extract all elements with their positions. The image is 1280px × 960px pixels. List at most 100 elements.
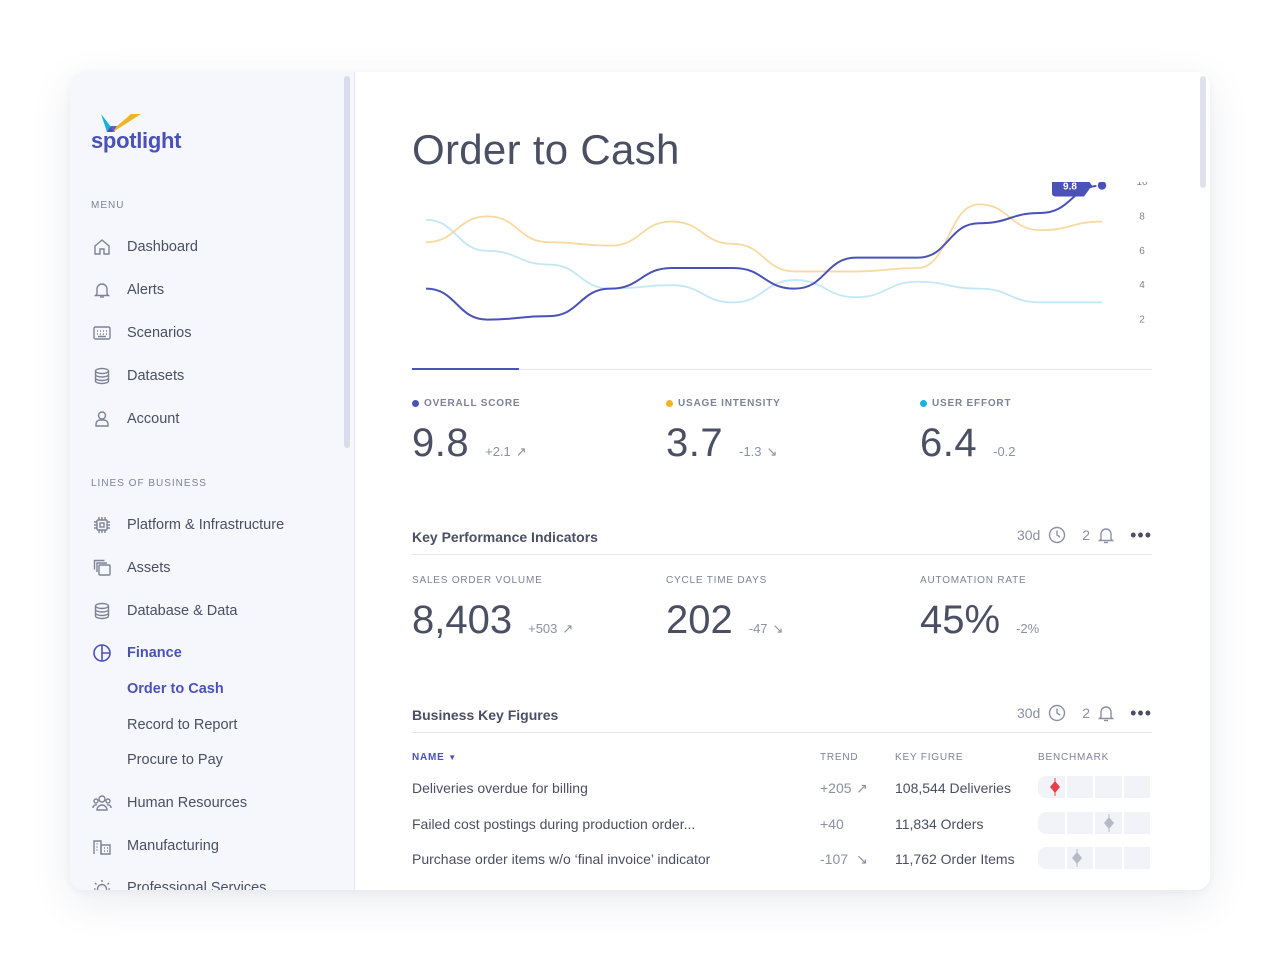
sidebar-subitem-procure-to-pay[interactable]: Procure to Pay: [127, 752, 223, 768]
table-row[interactable]: Failed cost postings during production o…: [412, 811, 1152, 838]
more-options-icon[interactable]: •••: [1130, 525, 1152, 545]
chip-icon: [91, 514, 113, 536]
column-header-label: NAME: [412, 752, 445, 763]
period-label[interactable]: 30d: [1016, 705, 1041, 721]
metric-label: USER EFFORT: [932, 398, 1012, 409]
logo-text: spotlight: [91, 128, 182, 153]
pie-chart-icon: [91, 642, 113, 664]
period-label[interactable]: 30d: [1016, 527, 1041, 543]
kpi-automation-rate[interactable]: AUTOMATION RATE 45% -2%: [920, 575, 1160, 643]
sidebar-item-human-resources[interactable]: Human Resources: [91, 788, 331, 818]
sidebar-item-manufacturing[interactable]: Manufacturing: [91, 831, 331, 861]
metric-delta: -1.3: [739, 444, 762, 459]
y-tick-label: 10: [1136, 182, 1148, 188]
main-scrollbar[interactable]: [1200, 76, 1206, 188]
kpi-value: 45%: [920, 598, 1001, 642]
benchmark-marker-icon: [1103, 813, 1114, 832]
metric-value-row: 3.7 -1.3 ↘: [666, 421, 906, 466]
benchmark-segment: [1038, 847, 1065, 869]
user-icon: [91, 408, 113, 430]
row-key-figure: 108,544 Deliveries: [895, 780, 1011, 796]
arrow-down-right-icon: ↘: [772, 621, 784, 636]
column-header-name[interactable]: NAME ▼: [412, 752, 457, 763]
sidebar-item-assets[interactable]: Assets: [91, 553, 331, 583]
sidebar-item-account[interactable]: Account: [91, 404, 331, 434]
benchmark-segment: [1066, 776, 1093, 798]
metric-value: 9.8: [412, 421, 470, 465]
sidebar-item-professional-services[interactable]: Professional Services: [91, 873, 331, 890]
logo[interactable]: spotlight: [91, 112, 191, 156]
arrow-up-right-icon: ↗: [515, 444, 527, 459]
callout-label: 9.8: [1063, 182, 1077, 192]
sidebar-scrollbar[interactable]: [344, 76, 350, 448]
sidebar-item-finance[interactable]: Finance: [91, 638, 331, 668]
table-row[interactable]: Purchase order items w/o ‘final invoice’…: [412, 847, 1152, 873]
clock-icon[interactable]: [1048, 704, 1066, 722]
database-icon: [91, 365, 113, 387]
metric-usage-intensity[interactable]: USAGE INTENSITY 3.7 -1.3 ↘: [666, 398, 906, 466]
active-tab-indicator[interactable]: [412, 368, 519, 370]
bkf-section-header: Business Key Figures 30d 2 •••: [412, 701, 1152, 733]
alert-count[interactable]: 2: [1082, 705, 1091, 721]
sidebar-subitem-record-to-report[interactable]: Record to Report: [127, 717, 238, 733]
y-tick-label: 0: [1139, 361, 1145, 362]
sidebar-item-platform-infrastructure[interactable]: Platform & Infrastructure: [91, 510, 331, 540]
menu-label: MENU: [91, 200, 125, 211]
kpi-value: 8,403: [412, 598, 513, 642]
kpi-sales-order-volume[interactable]: SALES ORDER VOLUME 8,403 +503 ↗: [412, 575, 652, 643]
sidebar: spotlight MENU Dashboard Alerts Scenario…: [70, 72, 355, 890]
kpi-row: 8,403 +503 ↗: [412, 598, 652, 643]
metric-value: 6.4: [920, 421, 978, 465]
metric-overall-score[interactable]: OVERALL SCORE 9.8 +2.1 ↗: [412, 398, 652, 466]
arrow-up-right-icon: ↗: [562, 621, 574, 636]
benchmark-bar: [1038, 847, 1152, 869]
kpi-cycle-time-days[interactable]: CYCLE TIME DAYS 202 -47 ↘: [666, 575, 906, 643]
sidebar-subitem-order-to-cash[interactable]: Order to Cash: [127, 681, 224, 697]
benchmark-segment: [1095, 847, 1122, 869]
alert-count[interactable]: 2: [1082, 527, 1091, 543]
row-name: Deliveries overdue for billing: [412, 780, 588, 796]
benchmark-segment: [1123, 847, 1150, 869]
metric-value-row: 6.4 -0.2: [920, 421, 1160, 466]
value-callout: 9.8: [1052, 182, 1092, 197]
benchmark-marker-icon: [1050, 778, 1061, 796]
benchmark-bar: [1038, 776, 1152, 798]
metric-user-effort[interactable]: USER EFFORT 6.4 -0.2: [920, 398, 1160, 466]
kpi-section-header: Key Performance Indicators 30d 2 •••: [412, 523, 1152, 555]
sidebar-item-dashboard[interactable]: Dashboard: [91, 232, 331, 262]
page-title: Order to Cash: [412, 126, 680, 173]
section-title: Key Performance Indicators: [412, 529, 598, 545]
sidebar-item-database-data[interactable]: Database & Data: [91, 596, 331, 626]
metric-label-wrap: OVERALL SCORE: [412, 398, 652, 409]
bell-icon[interactable]: [1098, 526, 1115, 544]
metric-label-wrap: USER EFFORT: [920, 398, 1160, 409]
logo-mark-icon: [101, 114, 141, 132]
metric-label: OVERALL SCORE: [424, 398, 521, 409]
column-header-key-figure[interactable]: KEY FIGURE: [895, 752, 964, 763]
y-tick-label: 8: [1139, 211, 1145, 222]
kpi-delta: +503: [528, 621, 558, 636]
kpi-row: 45% -2%: [920, 598, 1160, 643]
series-line-0[interactable]: [425, 184, 1103, 321]
sort-desc-icon: ▼: [448, 753, 457, 762]
series-end-point[interactable]: [1096, 182, 1108, 192]
clock-icon[interactable]: [1048, 526, 1066, 544]
arrow-down-right-icon: ↘: [856, 851, 868, 867]
kpi-row: 202 -47 ↘: [666, 598, 906, 643]
bell-icon[interactable]: [1098, 704, 1115, 722]
more-options-icon[interactable]: •••: [1130, 703, 1152, 723]
table-row[interactable]: Deliveries overdue for billing +205 ↗ 108,5…: [412, 776, 1152, 802]
sidebar-item-alerts[interactable]: Alerts: [91, 275, 331, 305]
y-tick-label: 2: [1139, 315, 1145, 326]
sidebar-item-scenarios[interactable]: Scenarios: [91, 318, 331, 348]
sidebar-item-datasets[interactable]: Datasets: [91, 361, 331, 391]
metric-label: USAGE INTENSITY: [678, 398, 781, 409]
series-line-2[interactable]: [425, 218, 1102, 304]
row-key-figure: 11,834 Orders: [895, 815, 984, 832]
kpi-delta: -47: [748, 621, 768, 636]
sidebar-item-label: Finance: [127, 645, 182, 661]
sidebar-item-label: Manufacturing: [127, 838, 219, 854]
series-line-1[interactable]: [425, 203, 1103, 273]
column-header-trend[interactable]: TREND: [820, 752, 859, 763]
column-header-benchmark[interactable]: BENCHMARK: [1038, 752, 1110, 763]
